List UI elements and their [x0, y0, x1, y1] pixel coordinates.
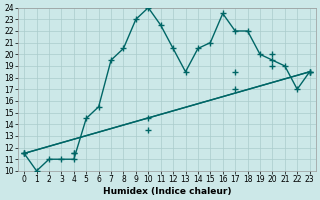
- X-axis label: Humidex (Indice chaleur): Humidex (Indice chaleur): [103, 187, 231, 196]
